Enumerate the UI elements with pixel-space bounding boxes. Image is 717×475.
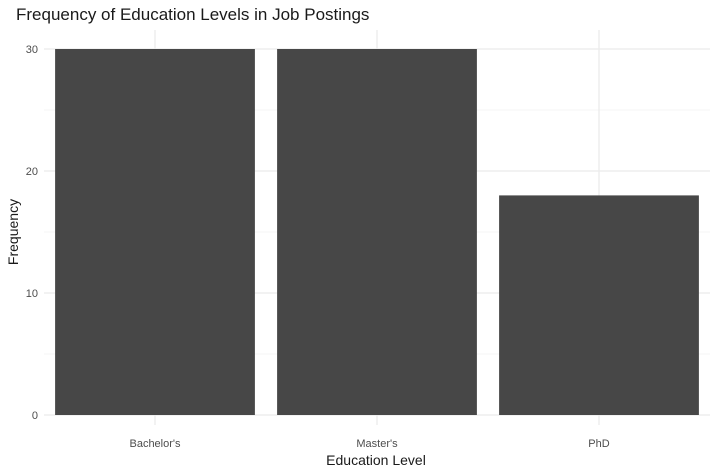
y-tick-label: 30 xyxy=(26,44,38,56)
y-axis-title: Frequency xyxy=(5,199,21,265)
y-axis-ticks: 0 10 20 30 xyxy=(26,44,38,422)
x-tick-label: PhD xyxy=(588,438,609,450)
bar xyxy=(277,49,477,415)
x-tick-label: Bachelor's xyxy=(129,438,181,450)
bar xyxy=(55,49,255,415)
y-tick-label: 20 xyxy=(26,166,38,178)
bar xyxy=(499,195,699,415)
x-tick-label: Master's xyxy=(356,438,398,450)
y-tick-label: 10 xyxy=(26,288,38,300)
x-axis-title: Education Level xyxy=(326,452,426,468)
y-tick-label: 0 xyxy=(32,410,38,422)
x-axis-ticks: Bachelor's Master's PhD xyxy=(129,438,609,450)
chart-title: Frequency of Education Levels in Job Pos… xyxy=(16,5,369,24)
bars-layer xyxy=(55,49,699,415)
